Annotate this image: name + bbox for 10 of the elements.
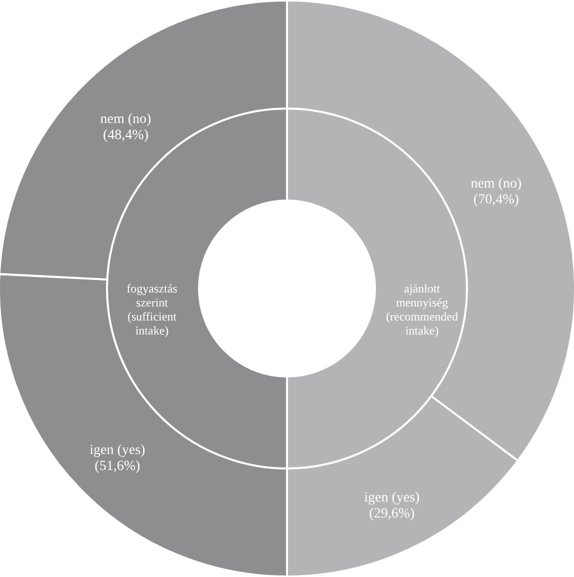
data-label: (51,6%) [94, 458, 141, 474]
slice-label: ajánlott mennyiség (recommended intake) [386, 282, 458, 338]
data-label: (48,4%) [102, 128, 149, 143]
data-label: (70,4%) [473, 192, 520, 208]
slice-label: igen (yes) [90, 442, 146, 458]
slice-label: igen (yes) [364, 490, 420, 506]
data-label: (29,6%) [369, 506, 415, 522]
slice-label: nem (no) [470, 176, 522, 192]
slice-label: fogyasztás szerint (sufficient intake) [126, 282, 178, 338]
slice-label: nem (no) [100, 112, 152, 127]
